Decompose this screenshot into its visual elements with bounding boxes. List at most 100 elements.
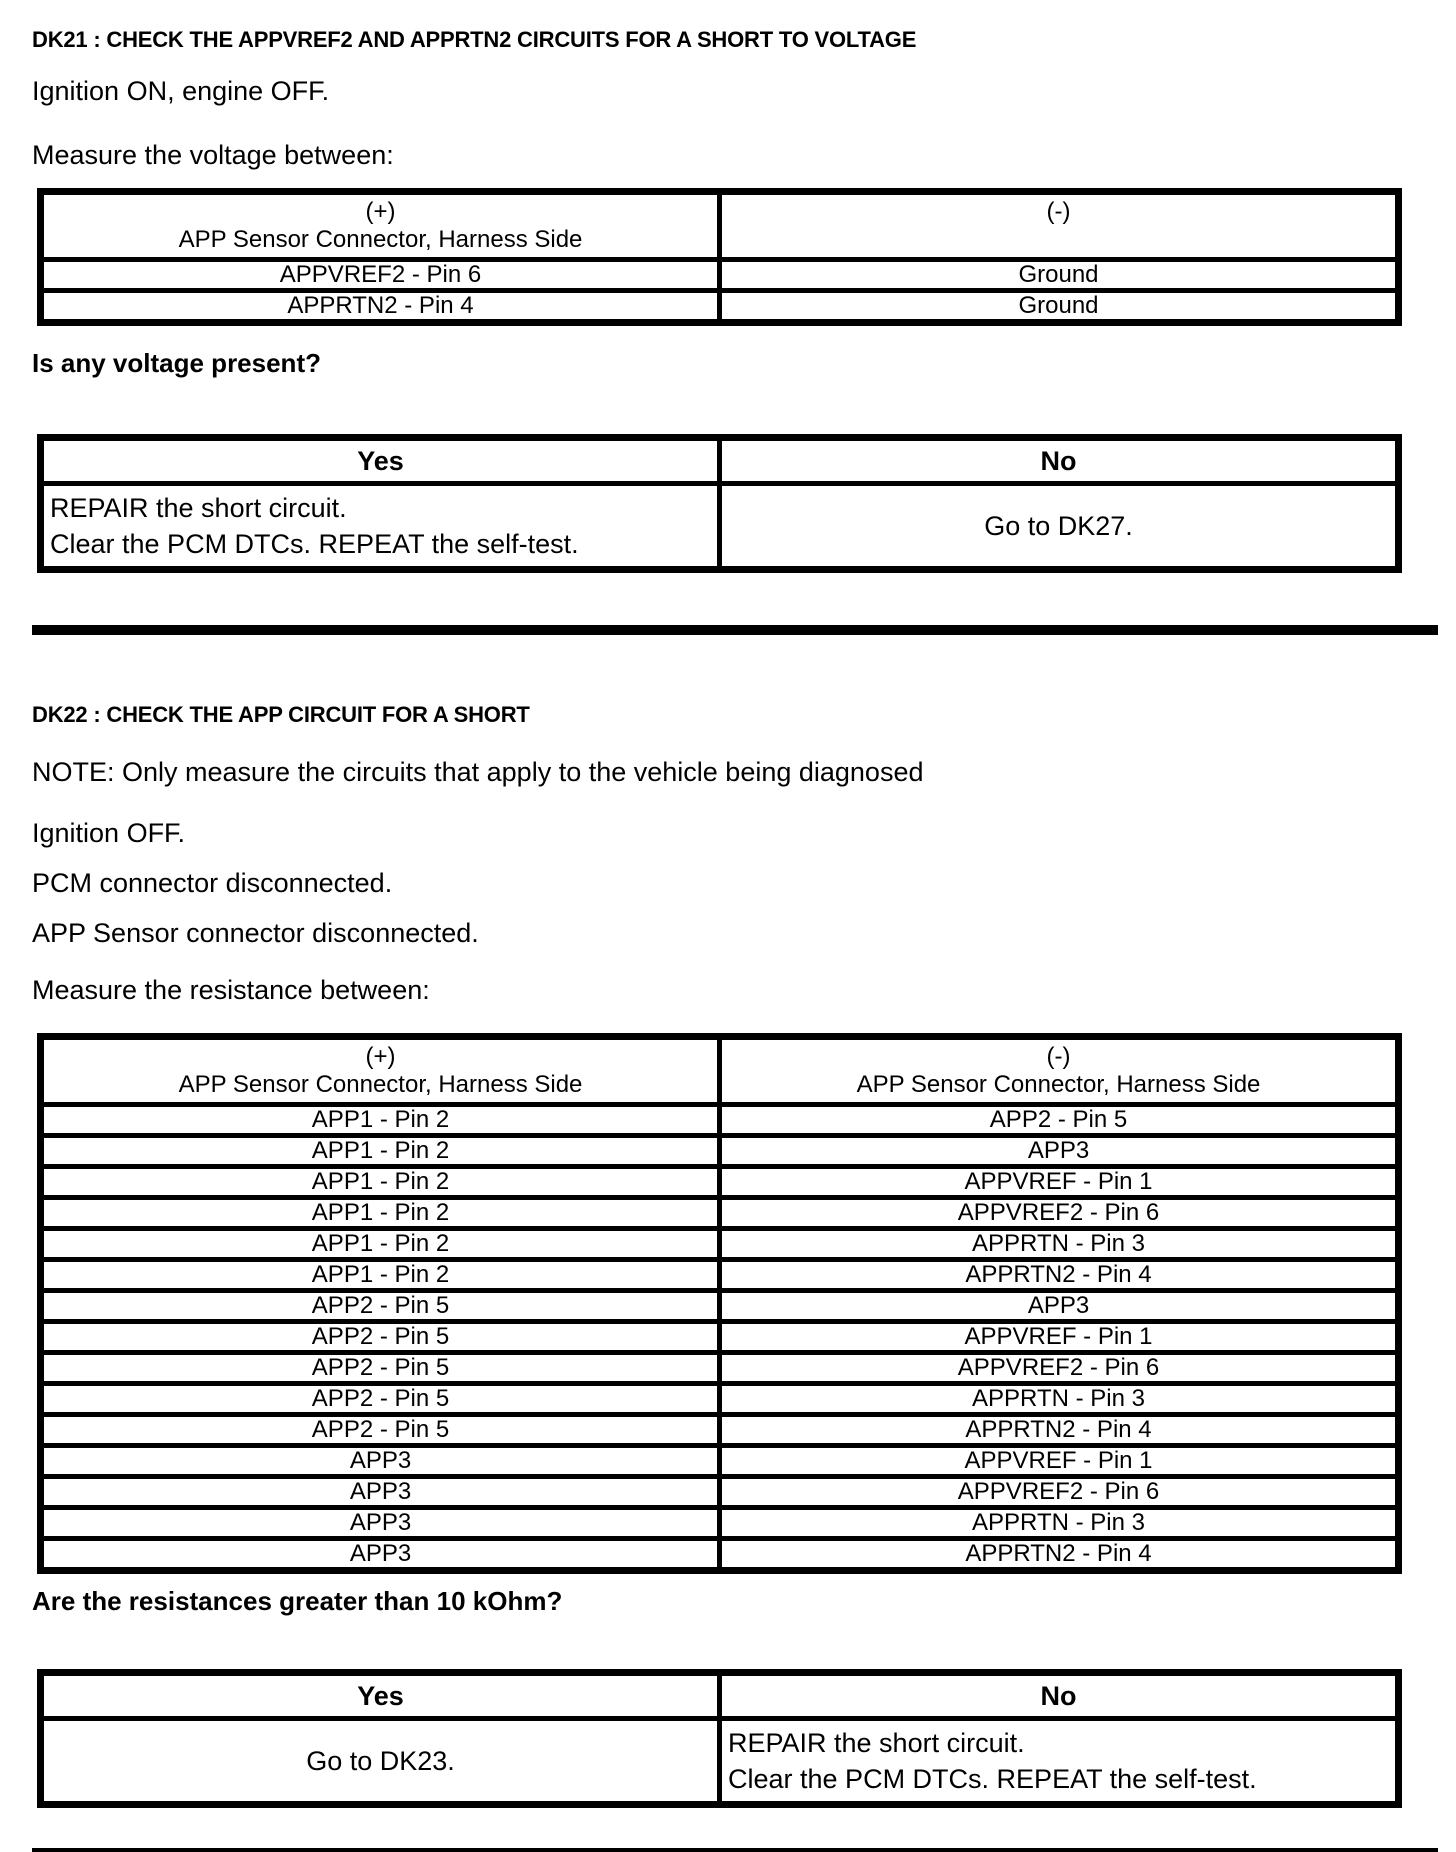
page-bottom-rule [32, 1848, 1438, 1852]
minus-cell: APPRTN2 - Pin 4 [717, 1412, 1401, 1448]
no-header: No [717, 435, 1401, 486]
section-divider [32, 625, 1438, 635]
table-row: APP3 APPVREF - Pin 1 [38, 1443, 1401, 1479]
minus-cell: APPRTN2 - Pin 4 [717, 1257, 1401, 1293]
dk22-measure-table-head: (+) APP Sensor Connector, Harness Side (… [38, 1034, 1401, 1107]
dk21-measure-table-body: APPVREF2 - Pin 6 Ground APPRTN2 - Pin 4 Gro… [38, 257, 1401, 325]
plus-cell: APP1 - Pin 2 [38, 1195, 722, 1231]
minus-cell: APPVREF - Pin 1 [717, 1443, 1401, 1479]
dk22-decision-table-head: Yes No [38, 1670, 1401, 1721]
minus-cell: Ground [717, 288, 1401, 325]
table-row: REPAIR the short circuit. Clear the PCM … [38, 481, 1401, 572]
dk22-heading: DK22 : CHECK THE APP CIRCUIT FOR A SHORT [32, 702, 530, 727]
plus-cell: APP2 - Pin 5 [38, 1288, 722, 1324]
table-row: APP1 - Pin 2 APPVREF - Pin 1 [38, 1164, 1401, 1200]
table-row: APP1 - Pin 2 APPRTN - Pin 3 [38, 1226, 1401, 1262]
dk21-question: Is any voltage present? [32, 348, 321, 378]
table-row: APP1 - Pin 2 APP3 [38, 1133, 1401, 1169]
plus-column-header: (+) APP Sensor Connector, Harness Side [38, 1034, 722, 1107]
dk21-step-measure: Measure the voltage between: [32, 140, 394, 170]
table-row: APP2 - Pin 5 APPRTN2 - Pin 4 [38, 1412, 1401, 1448]
dk22-step-app-sensor: APP Sensor connector disconnected. [32, 918, 479, 948]
plus-column-header: (+) APP Sensor Connector, Harness Side [38, 189, 722, 262]
minus-cell: APPVREF2 - Pin 6 [717, 1350, 1401, 1386]
plus-cell: APP1 - Pin 2 [38, 1226, 722, 1262]
table-row: APP2 - Pin 5 APPRTN - Pin 3 [38, 1381, 1401, 1417]
table-row: APP3 APPRTN2 - Pin 4 [38, 1536, 1401, 1573]
plus-subtitle: APP Sensor Connector, Harness Side [178, 1071, 583, 1098]
minus-cell: APP2 - Pin 5 [717, 1102, 1401, 1138]
dk21-decision-table: Yes No REPAIR the short circuit. Clear t… [37, 434, 1402, 573]
plus-symbol: (+) [365, 198, 396, 225]
plus-symbol: (+) [365, 1043, 396, 1070]
section-dk22: DK22 : CHECK THE APP CIRCUIT FOR A SHORT… [32, 701, 1406, 1808]
table-row: APP1 - Pin 2 APPRTN2 - Pin 4 [38, 1257, 1401, 1293]
minus-cell: APPVREF2 - Pin 6 [717, 1195, 1401, 1231]
no-action-cell: Go to DK27. [717, 481, 1401, 572]
table-row: APP3 APPRTN - Pin 3 [38, 1505, 1401, 1541]
dk21-measure-table: (+) APP Sensor Connector, Harness Side (… [37, 188, 1402, 326]
table-row: APP3 APPVREF2 - Pin 6 [38, 1474, 1401, 1510]
plus-cell: APP3 [38, 1474, 722, 1510]
yes-header: Yes [38, 435, 722, 486]
no-action-cell: REPAIR the short circuit. Clear the PCM … [717, 1716, 1401, 1807]
plus-cell: APP1 - Pin 2 [38, 1133, 722, 1169]
minus-column-header: (-) APP Sensor Connector, Harness Side [717, 1034, 1401, 1107]
table-row: Go to DK23. REPAIR the short circuit. Cl… [38, 1716, 1401, 1807]
dk21-step-ignition: Ignition ON, engine OFF. [32, 76, 330, 106]
no-action-line: Clear the PCM DTCs. REPEAT the self-test… [728, 1764, 1257, 1794]
minus-cell: APPRTN - Pin 3 [717, 1226, 1401, 1262]
dk22-decision-table-body: Go to DK23. REPAIR the short circuit. Cl… [38, 1716, 1401, 1807]
section-dk21: DK21 : CHECK THE APPVREF2 AND APPRTN2 CI… [32, 26, 1406, 573]
table-header-row: Yes No [38, 1670, 1401, 1721]
dk22-step-ignition: Ignition OFF. [32, 818, 186, 848]
plus-subtitle: APP Sensor Connector, Harness Side [178, 226, 583, 253]
dk21-decision-table-head: Yes No [38, 435, 1401, 486]
dk22-measure-table-body: APP1 - Pin 2 APP2 - Pin 5 APP1 - Pin 2 APP3… [38, 1102, 1401, 1573]
plus-cell: APP1 - Pin 2 [38, 1257, 722, 1293]
plus-cell: APP2 - Pin 5 [38, 1319, 722, 1355]
plus-cell: APP2 - Pin 5 [38, 1350, 722, 1386]
dk22-step-measure: Measure the resistance between: [32, 975, 430, 1005]
minus-subtitle: APP Sensor Connector, Harness Side [856, 1071, 1261, 1098]
table-row: APP1 - Pin 2 APPVREF2 - Pin 6 [38, 1195, 1401, 1231]
minus-cell: APPVREF2 - Pin 6 [717, 1474, 1401, 1510]
table-header-row: Yes No [38, 435, 1401, 486]
table-row: APPRTN2 - Pin 4 Ground [38, 288, 1401, 325]
minus-symbol: (-) [1046, 1043, 1071, 1070]
minus-cell: APPRTN - Pin 3 [717, 1381, 1401, 1417]
plus-cell: APPRTN2 - Pin 4 [38, 288, 722, 325]
yes-action-cell: REPAIR the short circuit. Clear the PCM … [38, 481, 722, 572]
table-row: APP2 - Pin 5 APP3 [38, 1288, 1401, 1324]
dk21-measure-table-head: (+) APP Sensor Connector, Harness Side (… [38, 189, 1401, 262]
no-action-line: REPAIR the short circuit. [728, 1728, 1025, 1758]
dk22-question: Are the resistances greater than 10 kOhm… [32, 1586, 563, 1616]
plus-cell: APP1 - Pin 2 [38, 1164, 722, 1200]
plus-cell: APP3 [38, 1443, 722, 1479]
yes-action-cell: Go to DK23. [38, 1716, 722, 1807]
minus-cell: APP3 [717, 1133, 1401, 1169]
minus-cell: APPRTN - Pin 3 [717, 1505, 1401, 1541]
yes-action-line: Clear the PCM DTCs. REPEAT the self-test… [50, 529, 579, 559]
table-row: APPVREF2 - Pin 6 Ground [38, 257, 1401, 293]
dk22-decision-table: Yes No Go to DK23. REPAIR the short circ… [37, 1669, 1402, 1808]
minus-cell: Ground [717, 257, 1401, 293]
minus-cell: APP3 [717, 1288, 1401, 1324]
dk22-note: NOTE: Only measure the circuits that app… [32, 757, 924, 787]
table-header-row: (+) APP Sensor Connector, Harness Side (… [38, 189, 1401, 262]
plus-cell: APP3 [38, 1505, 722, 1541]
dk22-step-pcm: PCM connector disconnected. [32, 868, 393, 898]
dk21-heading: DK21 : CHECK THE APPVREF2 AND APPRTN2 CI… [32, 27, 917, 52]
yes-action-line: REPAIR the short circuit. [50, 493, 347, 523]
no-header: No [717, 1670, 1401, 1721]
plus-cell: APP2 - Pin 5 [38, 1381, 722, 1417]
dk21-decision-table-body: REPAIR the short circuit. Clear the PCM … [38, 481, 1401, 572]
minus-cell: APPVREF - Pin 1 [717, 1319, 1401, 1355]
table-row: APP1 - Pin 2 APP2 - Pin 5 [38, 1102, 1401, 1138]
table-header-row: (+) APP Sensor Connector, Harness Side (… [38, 1034, 1401, 1107]
minus-column-header: (-) [717, 189, 1401, 262]
dk22-measure-table: (+) APP Sensor Connector, Harness Side (… [37, 1033, 1402, 1574]
table-row: APP2 - Pin 5 APPVREF - Pin 1 [38, 1319, 1401, 1355]
minus-symbol: (-) [1046, 198, 1071, 225]
